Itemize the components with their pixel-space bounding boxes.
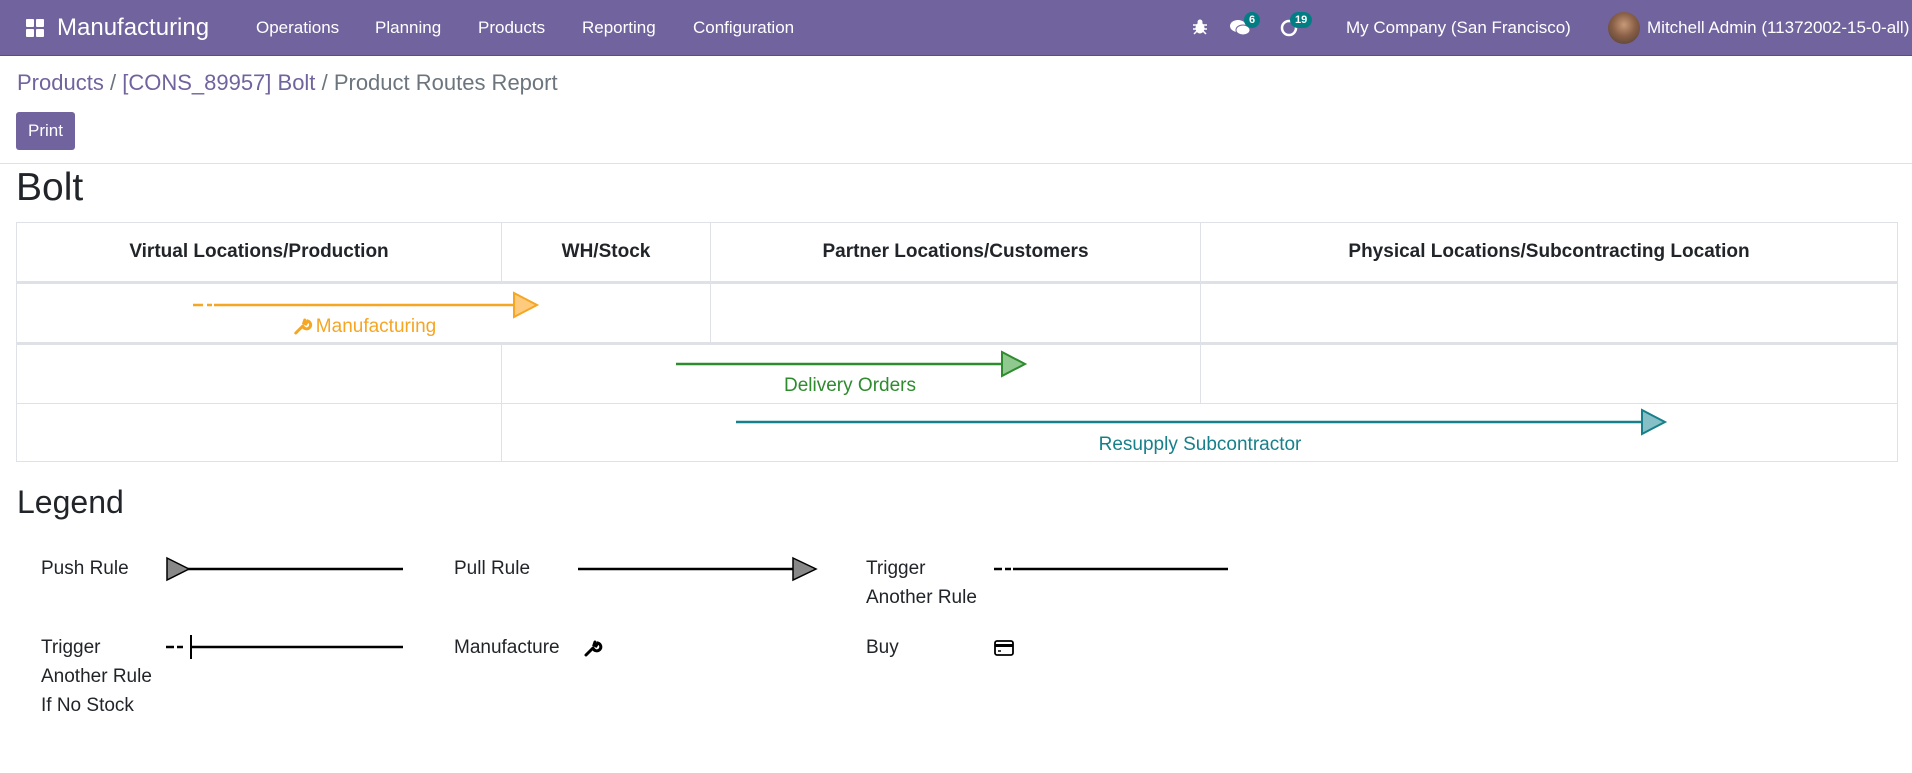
manufacturing-arrow bbox=[193, 291, 540, 319]
breadcrumb-products[interactable]: Products bbox=[17, 70, 104, 95]
menu-reporting[interactable]: Reporting bbox=[582, 18, 656, 37]
route-label-manufacturing: Manufacturing bbox=[294, 316, 436, 338]
breadcrumb: Products / [CONS_89957] Bolt / Product R… bbox=[17, 70, 558, 95]
trigger-rule-symbol bbox=[994, 567, 1228, 571]
resupply-subcontractor-arrow bbox=[736, 408, 1668, 436]
legend-pull-rule-label: Pull Rule bbox=[454, 558, 531, 579]
column-header: Physical Locations/Subcontracting Locati… bbox=[1200, 222, 1898, 284]
push-rule-symbol bbox=[166, 556, 403, 582]
route-row-resupply bbox=[501, 403, 1898, 462]
legend-trigger-label: Trigger Another Rule bbox=[866, 558, 977, 608]
bug-icon[interactable] bbox=[1192, 0, 1208, 56]
breadcrumb-product[interactable]: [CONS_89957] Bolt bbox=[122, 70, 316, 95]
apps-grid-icon[interactable] bbox=[26, 0, 44, 56]
top-navbar: Manufacturing Operations Planning Produc… bbox=[0, 0, 1912, 56]
legend-manufacture-label: Manufacture bbox=[454, 637, 560, 658]
empty-cell bbox=[1200, 283, 1898, 345]
menu-operations[interactable]: Operations bbox=[256, 18, 340, 37]
clock-icon[interactable] bbox=[1280, 0, 1298, 56]
wrench-icon bbox=[584, 640, 603, 657]
pull-rule-symbol bbox=[578, 556, 818, 582]
divider bbox=[0, 163, 1912, 164]
delivery-orders-arrow bbox=[676, 350, 1028, 378]
menu-planning[interactable]: Planning bbox=[375, 18, 442, 37]
legend-buy-label: Buy bbox=[866, 637, 899, 658]
app-name[interactable]: Manufacturing bbox=[57, 14, 210, 41]
menu-products[interactable]: Products bbox=[478, 18, 546, 37]
user-menu[interactable]: Mitchell Admin (11372002-15-0-all) bbox=[1647, 18, 1910, 37]
wrench-icon bbox=[294, 318, 313, 335]
messages-badge: 6 bbox=[1244, 12, 1261, 28]
menu-configuration[interactable]: Configuration bbox=[693, 18, 795, 37]
legend-title: Legend bbox=[17, 484, 124, 520]
trigger-no-stock-symbol bbox=[166, 635, 403, 659]
credit-card-icon bbox=[994, 640, 1014, 656]
chat-icon[interactable] bbox=[1230, 0, 1251, 56]
route-label-delivery: Delivery Orders bbox=[784, 375, 916, 396]
breadcrumb-current: Product Routes Report bbox=[333, 70, 558, 95]
legend-push-rule-label: Push Rule bbox=[41, 558, 129, 579]
activities-badge: 19 bbox=[1290, 12, 1313, 28]
print-button[interactable]: Print bbox=[16, 112, 75, 150]
avatar[interactable] bbox=[1608, 12, 1640, 44]
company-switcher[interactable]: My Company (San Francisco) bbox=[1346, 18, 1571, 37]
legend-trigger-no-stock-label: Trigger Another Rule If No Stock bbox=[41, 637, 152, 716]
report-title: Bolt bbox=[16, 166, 84, 209]
route-label-resupply: Resupply Subcontractor bbox=[1098, 434, 1302, 455]
